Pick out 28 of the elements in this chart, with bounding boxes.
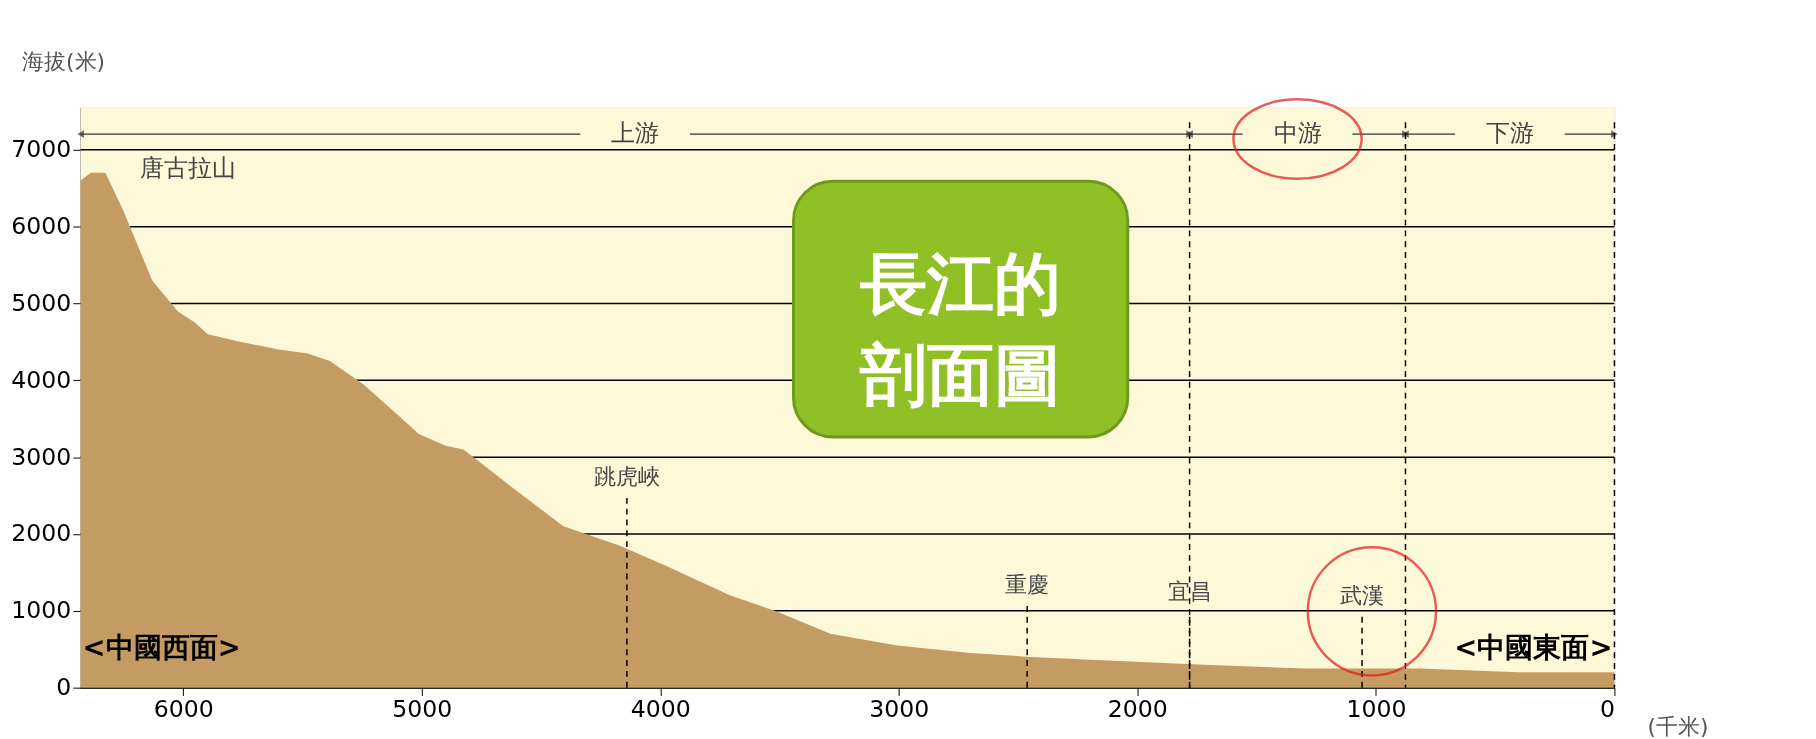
annotation: <中國西面>: [82, 631, 241, 664]
x-tick-label: 6000: [153, 694, 214, 723]
y-tick-label: 7000: [11, 135, 72, 164]
y-tick-label: 2000: [11, 519, 72, 548]
annotation: <中國東面>: [1454, 631, 1613, 664]
y-tick-label: 3000: [11, 442, 72, 471]
y-axis-title: 海拔(米): [22, 48, 105, 74]
x-tick-label: 0: [1599, 694, 1615, 723]
y-tick-label: 1000: [11, 596, 72, 625]
text: 長江的剖面圖: [859, 245, 1062, 414]
band-label: 下游: [1485, 118, 1534, 147]
ref-line-label: 武漢: [1340, 583, 1385, 609]
y-tick-label: 0: [56, 673, 72, 702]
ref-line-label: 重慶: [1005, 571, 1050, 597]
x-tick-label: 1000: [1346, 694, 1407, 723]
x-tick-label: 3000: [869, 694, 930, 723]
y-tick-label: 5000: [11, 288, 72, 317]
ref-line-label: 跳虎峽: [593, 463, 660, 489]
x-axis-title: (千米): [1647, 714, 1709, 739]
y-tick-label: 6000: [11, 212, 72, 241]
y-tick-label: 4000: [11, 365, 72, 394]
x-tick-label: 2000: [1107, 694, 1168, 723]
annotation: 唐古拉山: [139, 154, 236, 183]
x-tick-label: 5000: [392, 694, 453, 723]
band-label: 中游: [1273, 118, 1322, 147]
band-label: 上游: [611, 118, 660, 147]
x-tick-label: 4000: [630, 694, 691, 723]
ref-line-label: 宜昌: [1167, 579, 1212, 605]
